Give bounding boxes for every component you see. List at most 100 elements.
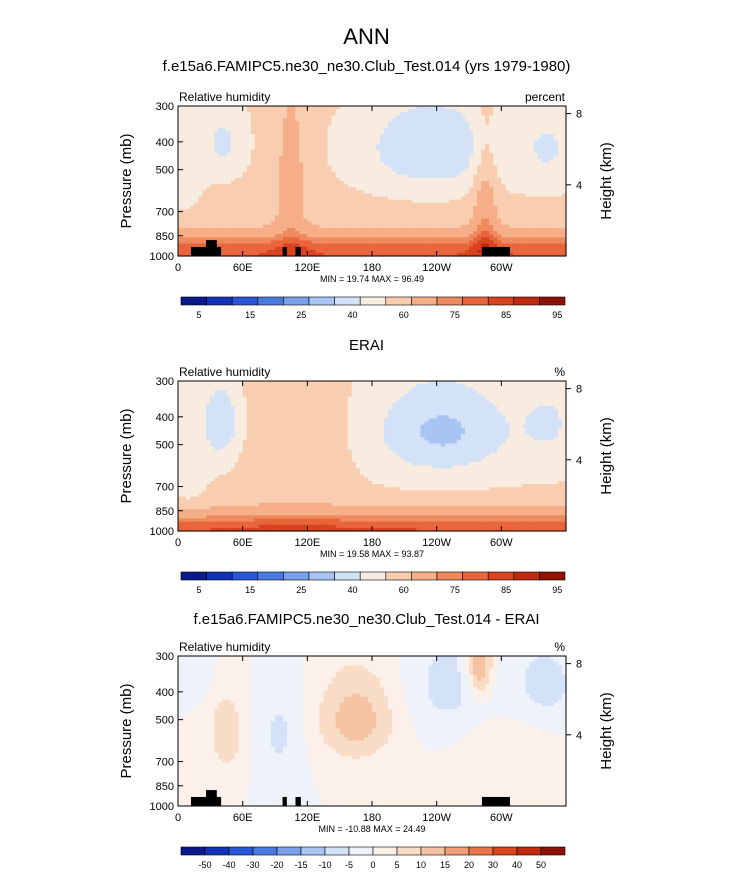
heatmap-cell [541,115,547,120]
heatmap-cell [460,215,466,220]
heatmap-cell [266,177,272,182]
heatmap-cell [416,106,422,110]
heatmap-cell [355,231,361,235]
heatmap-cell [198,165,203,170]
heatmap-cell [489,199,494,204]
heatmap-cell [529,168,535,173]
heatmap-cell [359,181,365,185]
heatmap-cell [392,234,397,238]
heatmap-cell [400,171,405,176]
heatmap-cell [553,162,559,166]
y-tick-label: 300 [156,101,174,113]
heatmap-cell [283,131,288,135]
heatmap-cell [376,124,381,129]
heatmap-cell [380,177,385,182]
heatmap-cell [392,252,397,257]
heatmap-cell [477,168,482,173]
heatmap-cell [400,131,405,135]
heatmap-cell [319,118,325,123]
heatmap-cell [270,224,276,229]
heatmap-cell [521,115,527,120]
heatmap-cell [489,143,494,148]
heatmap-cell [222,381,228,385]
heatmap-cell [367,187,373,191]
heatmap-cell [444,224,450,229]
heatmap-cell [428,187,434,191]
heatmap-cell [214,127,220,132]
heatmap-cell [307,121,312,126]
heatmap-cell [279,243,284,248]
heatmap-cell [380,124,385,129]
heatmap-cell [295,190,300,195]
heatmap-cell [315,165,321,170]
heatmap-cell [234,140,240,145]
heatmap-cell [359,124,365,129]
heatmap-cell [182,106,187,110]
heatmap-cell [246,209,252,213]
heatmap-cell [275,212,280,216]
colorbar-box [513,296,540,306]
heatmap-cell [226,149,232,154]
heatmap-cell [456,215,462,220]
heatmap-cell [384,137,389,141]
heatmap-cell [561,196,567,201]
heatmap-cell [246,249,252,254]
heatmap-cell [327,202,333,207]
heatmap-cell [359,143,365,148]
heatmap-cell [295,224,300,229]
heatmap-cell [428,131,434,135]
heatmap-cell [372,252,377,257]
heatmap-cell [420,143,426,148]
heatmap-cell [327,193,333,198]
heatmap-cell [545,227,551,232]
heatmap-cell [473,206,478,210]
heatmap-cell [198,240,203,245]
heatmap-cell [372,137,377,141]
heatmap-cell [182,143,187,148]
heatmap-cell [210,181,215,185]
heatmap-cell [416,237,422,241]
heatmap-cell [485,215,490,220]
heatmap-cell [327,137,333,141]
heatmap-cell [230,243,236,248]
heatmap-cell [392,127,397,132]
heatmap-cell [202,390,207,395]
heatmap-cell [428,199,434,204]
heatmap-cell [505,243,511,248]
heatmap-cell [456,156,462,160]
heatmap-cell [460,109,466,113]
heatmap-cell [291,381,296,385]
heatmap-cell [335,252,341,257]
heatmap-cell [412,134,418,138]
heatmap-cell [287,199,292,204]
heatmap-cell [440,134,446,138]
heatmap-cell [323,134,329,138]
heatmap-cell [408,177,414,182]
heatmap-cell [279,390,284,395]
heatmap-cell [186,206,191,210]
heatmap-cell [541,215,547,220]
heatmap-cell [246,124,252,129]
heatmap-cell [392,149,397,154]
heatmap-cell [202,184,207,188]
heatmap-cell [557,249,563,254]
heatmap-cell [331,118,337,123]
heatmap-cell [202,152,207,157]
heatmap-cell [561,206,567,210]
heatmap-cell [416,143,422,148]
heatmap-cell [347,112,353,116]
heatmap-cell [206,118,211,123]
heatmap-cell [521,146,527,151]
heatmap-cell [481,206,486,210]
heatmap-cell [258,156,264,160]
heatmap-cell [384,181,389,185]
heatmap-cell [432,209,438,213]
heatmap-cell [537,221,543,226]
heatmap-cell [238,390,244,395]
heatmap-cell [400,156,405,160]
heatmap-cell [448,159,454,163]
heatmap-cell [525,206,531,210]
heatmap-cell [529,152,535,157]
heatmap-cell [557,121,563,126]
heatmap-cell [448,168,454,173]
